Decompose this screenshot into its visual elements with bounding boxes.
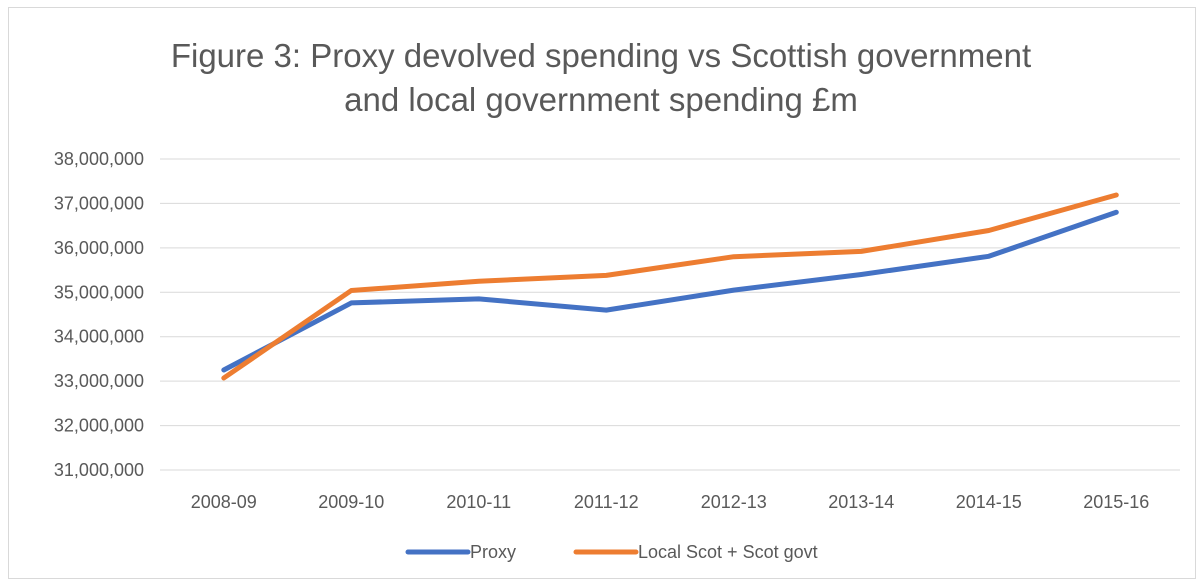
- x-tick-label: 2013-14: [828, 492, 894, 512]
- x-tick-label: 2012-13: [701, 492, 767, 512]
- y-tick-label: 32,000,000: [54, 416, 144, 436]
- series-lines: [221, 192, 1119, 381]
- legend-label-2: Local Scot + Scot govt: [638, 542, 818, 562]
- y-axis-tick-labels: 31,000,000 32,000,000 33,000,000 34,000,000…: [54, 149, 144, 480]
- x-tick-label: 2011-12: [574, 492, 639, 512]
- y-tick-label: 33,000,000: [54, 371, 144, 391]
- y-tick-label: 38,000,000: [54, 149, 144, 169]
- chart-title-line-1: Figure 3: Proxy devolved spending vs Sco…: [170, 37, 1032, 74]
- chart-title-line-2: and local government spending £m: [344, 81, 858, 118]
- y-tick-label: 37,000,000: [54, 193, 144, 213]
- y-tick-label: 36,000,000: [54, 238, 144, 258]
- series-line-2: [221, 192, 1119, 381]
- x-tick-label: 2010-11: [446, 492, 511, 512]
- chart-title: Figure 3: Proxy devolved spending vs Sco…: [0, 34, 1202, 122]
- legend: Proxy Local Scot + Scot govt: [405, 542, 818, 562]
- x-tick-label: 2008-09: [191, 492, 257, 512]
- legend-label-1: Proxy: [470, 542, 516, 562]
- x-tick-label: 2009-10: [318, 492, 384, 512]
- x-tick-label: 2015-16: [1083, 492, 1149, 512]
- x-axis-tick-labels: 2008-09 2009-10 2010-11 2011-12 2012-13 2013-…: [191, 492, 1150, 512]
- y-tick-label: 31,000,000: [54, 460, 144, 480]
- chart-frame: [8, 7, 1196, 579]
- y-tick-label: 34,000,000: [54, 327, 144, 347]
- series-line-1: [221, 209, 1119, 373]
- gridlines: [160, 158, 1180, 471]
- x-tick-label: 2014-15: [956, 492, 1022, 512]
- y-tick-label: 35,000,000: [54, 282, 144, 302]
